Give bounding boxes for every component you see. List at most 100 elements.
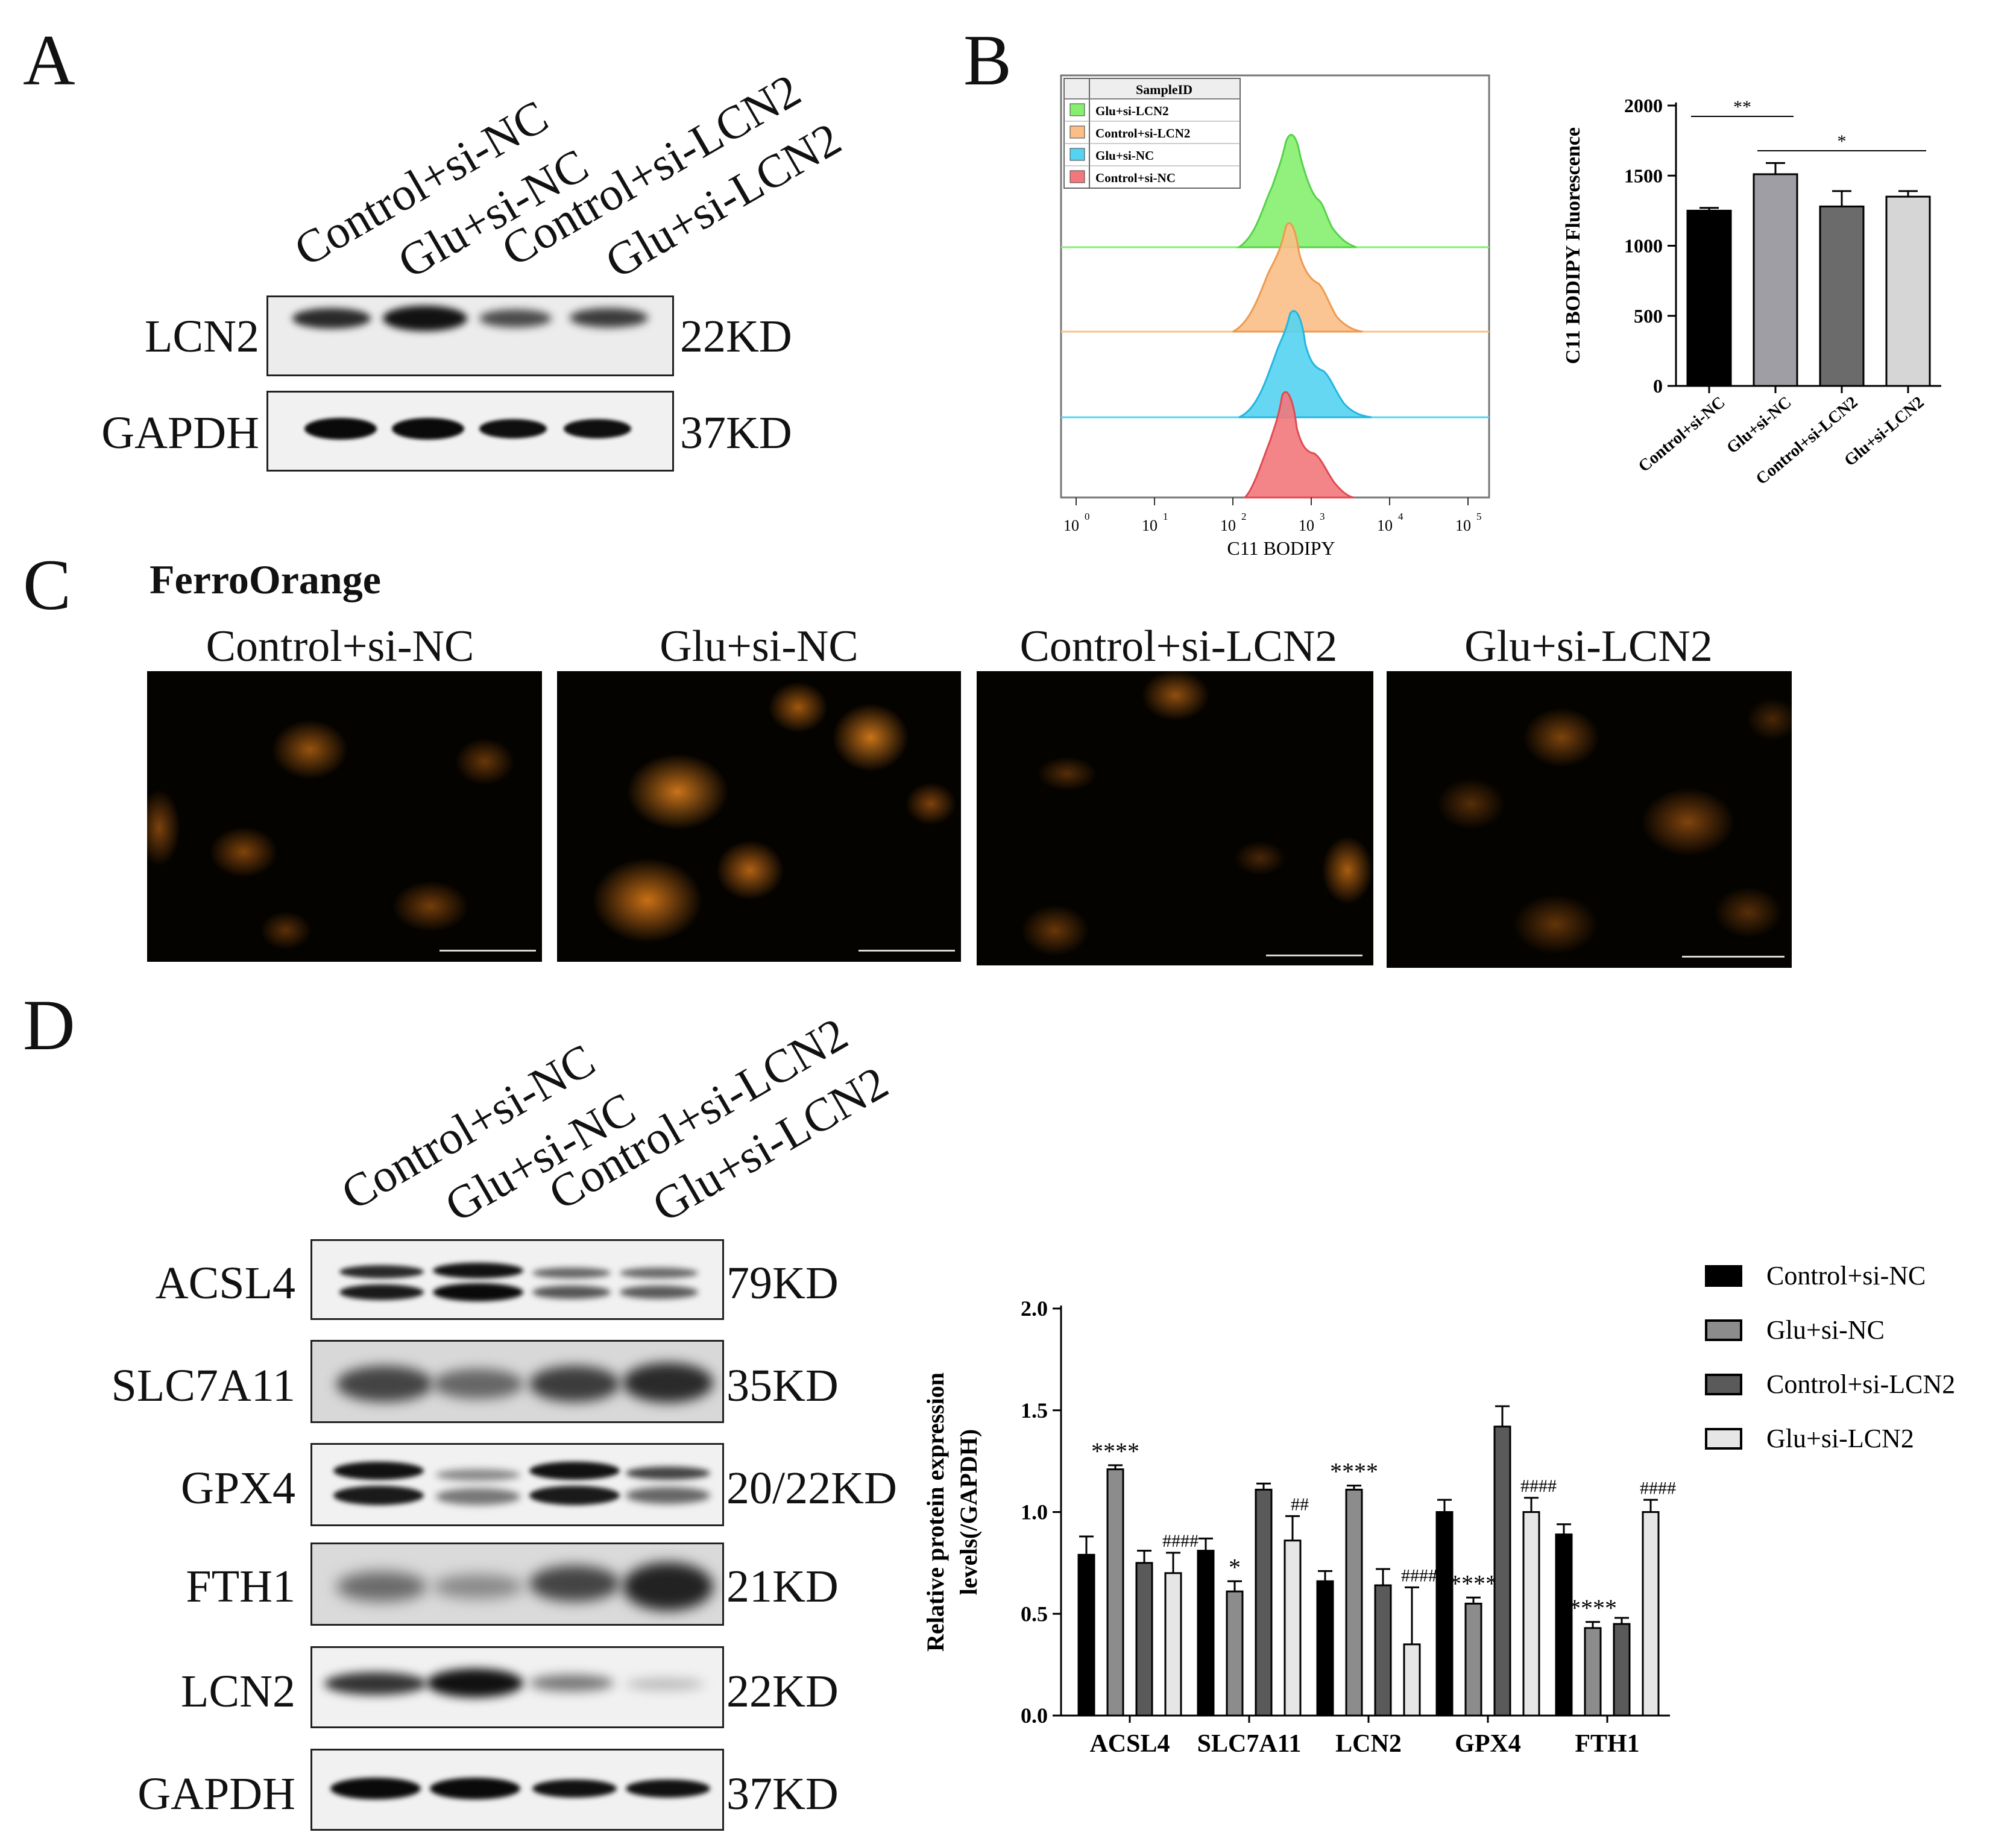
flow-x-label: C11 BODIPY (1227, 537, 1335, 559)
x-tick-exponent: 1 (1163, 511, 1168, 522)
legend-item-label: Control+si-NC (1095, 171, 1176, 185)
kd-lcn2: 22KD (680, 311, 792, 362)
band (529, 1366, 620, 1402)
blot-gapdh (266, 391, 674, 472)
band (620, 1286, 698, 1299)
histogram-control-si-lcn2 (1232, 222, 1363, 333)
significance-label: #### (1162, 1531, 1199, 1551)
panel-b-bar-chart: 0 500 1000 1500 2000 C11 BODIPY Fluorescence C… (1555, 72, 2014, 567)
x-tick-exponent: 2 (1241, 511, 1247, 522)
band (570, 308, 648, 327)
bar (1316, 1580, 1334, 1717)
band (433, 1263, 523, 1278)
panel-label-a: A (23, 20, 75, 100)
band (433, 1283, 523, 1301)
blot-lcn2-d (310, 1646, 724, 1728)
bar (1403, 1643, 1421, 1717)
bar (1642, 1511, 1660, 1717)
y-tick-label: 2.0 (1021, 1296, 1048, 1321)
significance-label: **** (1569, 1594, 1617, 1621)
band (392, 418, 464, 440)
x-tick-label: Control+si-NC (1635, 393, 1729, 476)
flow-legend: SampleID Glu+si-LCN2 Control+si-LCN2 Glu+s… (1063, 78, 1241, 189)
x-tick-exponent: 4 (1398, 511, 1403, 522)
kd-acsl4: 79KD (726, 1258, 839, 1309)
panel-d-bar-chart: 0.0 0.5 1.0 1.5 2.0 Relative protein expressi… (916, 1236, 2014, 1839)
row-label-acsl4: ACSL4 (155, 1258, 295, 1309)
y-tick-label: 0 (1653, 375, 1663, 397)
blot-gapdh-d (310, 1749, 724, 1831)
y-tick-label: 1500 (1624, 165, 1663, 186)
legend-item-label: Glu+si-NC (1766, 1315, 1885, 1345)
blot-lcn2 (266, 295, 674, 376)
flow-histogram-svg: SampleID Glu+si-LCN2 Control+si-LCN2 Glu+s… (1060, 74, 1490, 559)
x-tick-label: FTH1 (1575, 1730, 1639, 1758)
row-label-gpx4: GPX4 (180, 1463, 295, 1514)
micrograph-control-si-nc (147, 671, 542, 962)
y-tick-label: 1000 (1624, 235, 1663, 257)
significance-label: * (1838, 131, 1847, 151)
x-tick-label: 10 (1063, 517, 1079, 534)
flow-x-axis: 10 0 10 1 10 2 10 3 10 4 10 5 (1063, 497, 1482, 534)
y-axis-label: Relative protein expression (922, 1372, 949, 1652)
significance-label: **** (1330, 1458, 1378, 1485)
blot-acsl4 (310, 1239, 724, 1320)
legend-swatch (1705, 1374, 1742, 1395)
image-title-4: Glu+si-LCN2 (1464, 622, 1713, 671)
x-tick-exponent: 5 (1476, 511, 1482, 522)
band (383, 306, 467, 331)
y-tick-label: 1.0 (1021, 1500, 1048, 1524)
panel-label-c: C (23, 545, 72, 625)
bar (1686, 209, 1732, 387)
y-axis-label: levels(/GAPDH) (955, 1429, 982, 1596)
bar (1464, 1602, 1482, 1717)
band (626, 1678, 704, 1690)
band (433, 1574, 523, 1599)
bar (1077, 1553, 1095, 1717)
x-tick-label: 10 (1377, 517, 1393, 534)
band (623, 1363, 713, 1403)
legend-swatch (1705, 1265, 1742, 1287)
y-tick-label: 0.5 (1021, 1602, 1048, 1626)
bar (1164, 1572, 1182, 1717)
bar (1374, 1584, 1392, 1717)
bar (1753, 173, 1798, 387)
histogram-glu-si-nc (1238, 310, 1372, 418)
band (436, 1469, 520, 1481)
image-title-1: Control+si-NC (206, 622, 474, 671)
x-tick-label: 10 (1299, 517, 1314, 534)
y-tick-label: 1.5 (1021, 1398, 1048, 1422)
bar (1885, 195, 1931, 387)
x-tick-label: SLC7A11 (1197, 1730, 1302, 1758)
band (626, 1467, 710, 1480)
legend-item-label: Control+si-LCN2 (1095, 126, 1190, 141)
band (333, 1462, 424, 1480)
significance-label: #### (1640, 1478, 1676, 1498)
bar (1613, 1623, 1631, 1717)
band (623, 1562, 713, 1611)
legend-swatch (1069, 148, 1085, 161)
significance-label: **** (1091, 1438, 1139, 1465)
x-tick-label: 10 (1142, 517, 1158, 534)
bar (1135, 1562, 1153, 1717)
band (433, 1369, 523, 1399)
band (336, 1366, 433, 1402)
panel-b-flow-histogram: SampleID Glu+si-LCN2 Control+si-LCN2 Glu+s… (1058, 72, 1492, 573)
x-tick-label: 10 (1455, 517, 1471, 534)
row-label-fth1: FTH1 (186, 1561, 295, 1612)
y-tick-label: 500 (1634, 305, 1663, 327)
micrograph-glu-si-lcn2 (1387, 671, 1792, 968)
bar (1584, 1627, 1602, 1717)
x-tick-label: LCN2 (1335, 1730, 1402, 1758)
y-tick-label: 0.0 (1021, 1703, 1048, 1728)
row-label-lcn2: LCN2 (145, 311, 259, 362)
blot-slc7a11 (310, 1340, 724, 1423)
band (427, 1669, 523, 1697)
y-axis-label: C11 BODIPY Fluorescence (1562, 127, 1584, 364)
kd-gpx4: 20/22KD (726, 1463, 897, 1514)
legend-swatch (1069, 103, 1085, 116)
legend-swatch (1705, 1428, 1742, 1450)
band (564, 419, 631, 438)
legend-swatch (1705, 1319, 1742, 1341)
legend-swatch (1069, 125, 1085, 139)
